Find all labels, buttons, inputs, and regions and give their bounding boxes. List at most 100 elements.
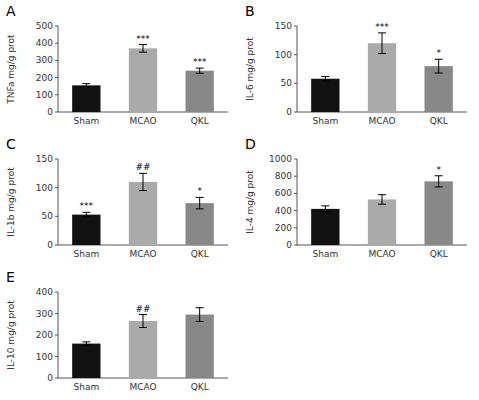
- panel-label: A: [6, 3, 16, 19]
- x-tick-label: QKL: [430, 249, 448, 259]
- bar: [129, 182, 157, 245]
- y-tick-label: 100: [36, 352, 53, 362]
- error-bar: [196, 197, 204, 208]
- y-axis-label: IL-6 mg/g prot: [245, 37, 255, 101]
- error-bar: [82, 342, 90, 345]
- y-tick-label: 150: [275, 21, 292, 31]
- y-tick-label: 500: [36, 21, 53, 31]
- x-tick-label: QKL: [191, 382, 209, 392]
- panel-label: D: [245, 136, 256, 152]
- x-tick-label: Sham: [73, 382, 99, 392]
- y-tick-label: 1000: [269, 154, 292, 164]
- y-tick-label: 400: [275, 206, 292, 216]
- x-tick-label: Sham: [73, 249, 99, 259]
- y-tick-label: 100: [275, 50, 292, 60]
- panel-label: C: [6, 136, 16, 152]
- error-bar: [82, 84, 90, 87]
- x-tick-label: QKL: [191, 116, 209, 126]
- x-tick-label: QKL: [191, 249, 209, 259]
- panel: BIL-6 mg/g prot050100150ShamMCAOQKL****: [245, 3, 467, 126]
- panel: DIL-4 mg/g prot02004006008001000ShamMCAO…: [245, 136, 467, 259]
- bar: [186, 203, 214, 245]
- figure: ATNFa mg/g prot0100200300400500ShamMCAOQ…: [0, 0, 479, 400]
- panel: E IL-10 mg/g prot 0 100 200 300 400 Sham MCAO QKL…: [6, 269, 228, 392]
- x-tick-label: MCAO: [368, 249, 395, 259]
- y-tick-label: 200: [275, 223, 292, 233]
- error-bar: [378, 195, 386, 204]
- x-tick-label: Sham: [312, 116, 338, 126]
- y-tick-label: 200: [36, 73, 53, 83]
- bar: [129, 48, 157, 112]
- significance-label: ***: [80, 201, 94, 211]
- y-axis: [297, 26, 298, 112]
- error-bar: [82, 212, 90, 217]
- y-tick-label: 300: [36, 309, 53, 319]
- bar: [72, 85, 100, 112]
- significance-label: ***: [136, 34, 150, 44]
- x-tick-label: QKL: [430, 116, 448, 126]
- y-axis: [297, 159, 298, 245]
- x-tick-label: MCAO: [129, 382, 156, 392]
- plot-area: [72, 45, 214, 112]
- y-tick-label: 400: [36, 287, 53, 297]
- error-bar: [435, 59, 443, 73]
- panel-label: B: [245, 3, 255, 19]
- plot-area: [72, 173, 214, 245]
- significance-label: ##: [135, 162, 150, 172]
- error-bar: [435, 176, 443, 187]
- y-tick-label: 400: [36, 38, 53, 48]
- bar: [311, 79, 339, 112]
- y-axis: [58, 26, 59, 112]
- bar: [186, 71, 214, 112]
- y-axis-label: TNFa mg/g prot: [6, 34, 16, 105]
- y-axis: [58, 292, 59, 378]
- y-tick-label: 100: [36, 90, 53, 100]
- y-axis-label: IL-1b mg/g prot: [6, 167, 16, 237]
- bar: [425, 181, 453, 245]
- panel: A TNFa mg/g prot 0 100 200 300 400 500 Sham MCAO Q…: [6, 3, 228, 126]
- x-tick-label: MCAO: [129, 116, 156, 126]
- y-tick-label: 0: [286, 240, 292, 250]
- error-bar: [378, 33, 386, 54]
- y-tick-label: 0: [47, 240, 53, 250]
- significance-label: ***: [193, 57, 207, 67]
- bar: [72, 344, 100, 378]
- y-tick-label: 0: [286, 107, 292, 117]
- y-tick-label: 800: [275, 171, 292, 181]
- bar: [186, 315, 214, 378]
- x-tick-label: Sham: [73, 116, 99, 126]
- error-bar: [139, 45, 147, 53]
- y-tick-label: 0: [47, 373, 53, 383]
- y-tick-label: 50: [42, 211, 54, 221]
- x-tick-label: MCAO: [368, 116, 395, 126]
- y-tick-label: 600: [275, 188, 292, 198]
- y-tick-label: 150: [36, 154, 53, 164]
- error-bar: [321, 76, 329, 81]
- bar: [368, 199, 396, 245]
- error-bar: [196, 308, 204, 322]
- bar: [368, 43, 396, 112]
- error-bar: [196, 68, 204, 73]
- y-tick-label: 100: [36, 183, 53, 193]
- bar: [129, 321, 157, 378]
- plot-area: [311, 33, 453, 112]
- y-tick-label: 300: [36, 55, 53, 65]
- y-axis-label: IL-10 mg/g prot: [6, 300, 16, 370]
- significance-label: *: [436, 48, 441, 58]
- significance-label: ***: [375, 22, 389, 32]
- error-bar: [139, 173, 147, 190]
- y-axis: [58, 159, 59, 245]
- y-tick-label: 50: [281, 78, 293, 88]
- bar: [425, 66, 453, 112]
- panel: CIL-1b mg/g prot050100150ShamMCAOQKL***#…: [6, 136, 228, 259]
- bar: [72, 215, 100, 245]
- y-axis-label: IL-4 mg/g prot: [245, 170, 255, 234]
- panel-label: E: [6, 269, 15, 285]
- plot-area: [72, 308, 214, 378]
- significance-label: *: [197, 186, 202, 196]
- y-tick-label: 200: [36, 330, 53, 340]
- bar: [311, 209, 339, 245]
- significance-label: *: [436, 165, 441, 175]
- significance-label: ##: [135, 304, 150, 314]
- y-tick-label: 0: [47, 107, 53, 117]
